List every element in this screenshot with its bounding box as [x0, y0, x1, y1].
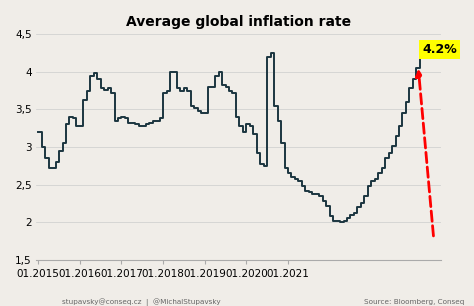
Title: Average global inflation rate: Average global inflation rate	[126, 15, 351, 29]
Text: 4.2%: 4.2%	[423, 43, 457, 56]
Text: stupavsky@conseq.cz  |  @MichalStupavsky: stupavsky@conseq.cz | @MichalStupavsky	[62, 299, 220, 306]
Text: Source: Bloomberg, Conseq: Source: Bloomberg, Conseq	[364, 300, 465, 305]
